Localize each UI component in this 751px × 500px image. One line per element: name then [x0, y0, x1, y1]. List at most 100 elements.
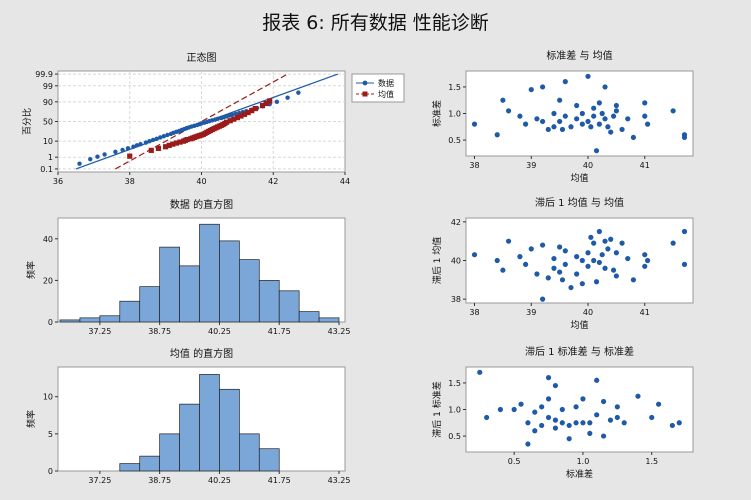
lag_mean-point [557, 269, 563, 275]
lag_mean-point [642, 263, 648, 269]
lag_mean-point [610, 267, 617, 273]
hist_mean-xtick-label: 41.75 [268, 476, 291, 485]
lag_sd-point [532, 409, 538, 415]
hist_data-ytick-label: 0 [48, 318, 53, 327]
lag_sd-xtick-label: 1.0 [577, 457, 590, 466]
sd_mean-point [593, 148, 600, 154]
lag_mean-point [602, 265, 608, 271]
lag_sd-point [552, 425, 559, 431]
sd_mean-point [494, 132, 500, 138]
prob-point-mean [245, 109, 251, 116]
sd_mean-xtick-label: 38 [469, 161, 479, 170]
sd_mean-ytick-label: 1.0 [448, 110, 461, 119]
lag_sd-xlabel: 标准差 [566, 468, 593, 480]
sd_mean-point [619, 126, 625, 133]
hist_data-xtick-label: 37.25 [88, 327, 111, 336]
sd_mean-plot-area [465, 70, 694, 157]
lag_mean-xtick-label: 40 [583, 308, 593, 317]
lag_sd-ytick-label: 1.5 [448, 379, 461, 388]
lag_mean-point [670, 240, 676, 246]
lag_sd-point [559, 406, 565, 413]
lag_sd-point [587, 430, 593, 437]
sd_mean-xlabel: 均值 [570, 172, 588, 184]
sd_mean-point [596, 121, 602, 127]
lag_mean-xtick-label: 39 [526, 308, 536, 317]
lag_sd-ylabel: 滞后 1 标准差 [431, 381, 443, 437]
prob-point-mean [263, 100, 269, 107]
prob-point-data [131, 144, 136, 149]
hist_mean-xtick-label: 40.25 [208, 476, 231, 485]
prob-point-mean [231, 116, 237, 122]
lag_mean-point [568, 284, 574, 291]
sd_mean-ytick-label: 0.5 [448, 136, 461, 145]
sd_mean-point [568, 124, 574, 130]
lag_sd-point [559, 420, 565, 426]
lag_sd-point [545, 414, 552, 421]
sd_mean-point [574, 102, 580, 109]
lag_sd-point [573, 420, 579, 426]
sd_mean-ylabel: 标准差 [431, 100, 443, 127]
hist_mean-bar [258, 448, 280, 472]
prob-point-mean [148, 147, 154, 153]
hist_data-bar [179, 265, 200, 323]
lag_sd-point [669, 422, 675, 429]
lag_sd-plot-area [465, 366, 694, 453]
sd_mean-point [585, 118, 591, 125]
sd_mean-point [551, 110, 557, 117]
lag_mean-point [608, 236, 614, 242]
sd_mean-point [500, 97, 506, 103]
prob-point-mean [155, 145, 162, 151]
prob-point-data [120, 147, 125, 153]
lag_sd-point [580, 396, 586, 402]
sd_mean-point [613, 108, 619, 114]
sd_mean-point [522, 121, 529, 127]
lag_mean-point [494, 257, 500, 264]
lag_sd-point [525, 420, 531, 426]
sd_mean-point [608, 129, 614, 135]
hist_data-bar [119, 300, 141, 323]
prob-point-data [229, 112, 235, 117]
lag_mean-point [528, 246, 534, 252]
prob-point-data [143, 140, 149, 145]
sd_mean-point [642, 113, 648, 119]
prob-point-data [134, 143, 140, 148]
lag_mean-point [588, 234, 594, 240]
hist_mean-ytick-label: 10 [43, 393, 53, 402]
lag_mean-point [559, 277, 566, 283]
lag_mean-point [522, 261, 529, 267]
hist_data-xtick-label: 38.75 [148, 327, 171, 336]
prob-point-data [154, 136, 159, 141]
lag_sd-point [580, 420, 586, 426]
sd_mean-point [681, 134, 688, 141]
prob-point-mean [177, 139, 183, 145]
prob-point-mean [173, 140, 179, 146]
prob-point-data [147, 138, 152, 144]
hist_data-bar [99, 315, 121, 323]
prob-point-data [161, 133, 167, 139]
lag_mean-point [557, 244, 563, 250]
sd_mean-point [602, 116, 608, 122]
prob-ytick-label: 99.9 [35, 70, 53, 79]
hist_data-bar [239, 259, 260, 323]
prob-legend [351, 73, 405, 103]
prob-point-data [102, 152, 107, 157]
lag_sd-point [484, 414, 490, 421]
prob-point-mean [241, 111, 248, 117]
prob-legend-label-mean: 均值 [378, 89, 394, 99]
hist_data-bar [159, 246, 180, 323]
prob-ytick-label: 90 [43, 98, 53, 107]
lag_mean-point [562, 261, 568, 267]
sd_mean-point [574, 116, 580, 122]
sd_mean-point [630, 134, 637, 141]
sd_mean-title: 标准差 与 均值 [546, 49, 612, 62]
lag_mean-point [591, 240, 597, 246]
lag_sd-point [552, 382, 559, 389]
hist_mean-title: 均值 的直方图 [170, 347, 233, 360]
hist_data-xtick-label: 43.25 [328, 327, 351, 336]
prob-point-mean [238, 113, 244, 119]
prob-ytick-label: 50 [43, 118, 53, 127]
hist_data-bar [258, 280, 280, 323]
hist_mean-ytick-label: 0 [48, 467, 53, 476]
hist_mean-bar [179, 403, 200, 472]
